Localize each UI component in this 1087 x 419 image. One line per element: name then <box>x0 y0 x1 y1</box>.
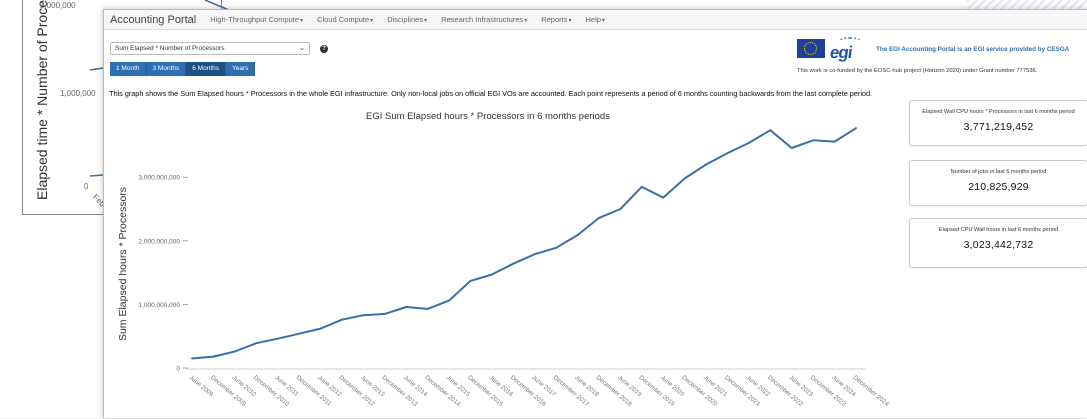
nav-label: High-Throughput Compute <box>210 15 300 24</box>
x-tick-label: December 2024 <box>852 374 891 408</box>
period-1-month-button[interactable]: 1 Month <box>110 62 147 76</box>
period-years-button[interactable]: Years <box>226 62 256 76</box>
navbar: Accounting Portal High-Throughput Comput… <box>104 10 1087 30</box>
data-point <box>405 306 408 308</box>
caret-down-icon: ▾ <box>524 18 528 24</box>
accounting-portal-window: Accounting Portal High-Throughput Comput… <box>103 9 1087 418</box>
background-tick: 0 <box>84 182 89 191</box>
stat-card-wall-cpu: Elapsed Wall CPU hours * Processors in l… <box>909 100 1087 146</box>
nav-disciplines[interactable]: Disciplines▾ <box>387 15 427 24</box>
stat-value: 3,771,219,452 <box>963 121 1034 133</box>
data-point <box>533 253 536 256</box>
navbar-brand[interactable]: Accounting Portal <box>110 13 197 26</box>
y-axis-label: Sum Elapsed hours * Processors <box>117 187 129 341</box>
background-tick: 1,000,000 <box>60 89 96 98</box>
nav-cloud-compute[interactable]: Cloud Compute▾ <box>317 15 373 24</box>
data-point <box>555 246 558 249</box>
nav-label: Research Infrastructures <box>441 15 524 24</box>
nav-research-infrastructures[interactable]: Research Infrastructures▾ <box>441 15 527 24</box>
line-chart: 0 1,000,000,000 2,000,000,000 3,000,000,000… <box>117 127 891 408</box>
data-point <box>383 313 386 315</box>
y-tick-label: 2,000,000,000 <box>138 238 180 245</box>
nav-label: Reports <box>541 15 568 24</box>
data-point <box>490 273 493 276</box>
data-point <box>705 163 707 166</box>
data-point <box>255 342 258 345</box>
caret-down-icon: ▾ <box>568 18 572 24</box>
stat-card-jobs: Number of jobs in last 6 months period 2… <box>909 160 1087 206</box>
chart-title: EGI Sum Elapsed hours * Processors in 6 … <box>366 111 610 122</box>
y-tick-label: 0 <box>176 366 180 373</box>
data-point <box>469 279 472 282</box>
chart-description: This graph shows the Sum Elapsed hours *… <box>109 89 873 98</box>
stat-card-cpu-wall: Elapsed CPU Wall hours in last 6 months … <box>909 218 1087 268</box>
data-point <box>640 185 643 188</box>
data-point <box>576 234 579 236</box>
chevron-down-icon: ⌄ <box>299 45 305 52</box>
nav-reports[interactable]: Reports▾ <box>541 15 571 24</box>
caret-down-icon: ▾ <box>424 18 428 24</box>
egi-logo-text: egi <box>828 43 853 62</box>
metric-select[interactable]: Sum Elapsed * Number of Processors ⌄ <box>110 42 310 55</box>
eu-stars-icon <box>804 42 817 55</box>
data-point <box>833 140 836 143</box>
egi-stars-icon <box>839 37 861 45</box>
stat-value: 210,825,929 <box>968 181 1029 193</box>
eu-flag-logo <box>797 39 825 58</box>
y-tick-label: 1,000,000,000 <box>138 302 180 309</box>
period-selector: 1 Month 3 Months 6 Months Years <box>110 62 256 76</box>
data-point <box>362 314 365 317</box>
data-point <box>769 129 772 132</box>
stat-value: 3,023,442,732 <box>963 239 1034 251</box>
question-icon[interactable]: ? <box>320 45 328 53</box>
nav-label: Cloud Compute <box>317 15 370 24</box>
funding-note: This work is co-funded by the EOSC-hub p… <box>797 68 1038 74</box>
data-point <box>319 327 322 330</box>
egi-logo[interactable]: egi <box>829 37 870 62</box>
stat-label: Number of jobs in last 6 months period <box>950 169 1047 175</box>
caret-down-icon: ▾ <box>300 18 304 24</box>
caret-down-icon: ▾ <box>601 18 605 24</box>
nav-label: Disciplines <box>387 15 424 24</box>
period-6-months-button[interactable]: 6 Months <box>186 62 226 76</box>
stat-label: Elapsed Wall CPU hours * Processors in l… <box>922 109 1075 115</box>
data-point <box>212 355 215 358</box>
data-point <box>512 262 515 265</box>
data-point <box>619 208 622 210</box>
series-line <box>191 127 857 360</box>
data-point <box>812 139 815 142</box>
y-tick-label: 3,000,000,000 <box>138 175 180 182</box>
data-point <box>426 307 429 310</box>
data-point <box>790 147 793 149</box>
metric-select-value: Sum Elapsed * Number of Processors <box>115 45 225 52</box>
portal-provider-text: The EGI Accounting Portal is an EGI serv… <box>876 46 1070 53</box>
caret-down-icon: ▾ <box>370 18 374 24</box>
data-point <box>855 127 857 130</box>
data-point <box>662 196 665 199</box>
data-point <box>683 177 686 180</box>
nav-high-throughput-compute[interactable]: High-Throughput Compute▾ <box>210 15 303 24</box>
data-point <box>448 299 450 302</box>
stat-label: Elapsed CPU Wall hours in last 6 months … <box>938 227 1059 233</box>
data-point <box>276 337 279 340</box>
data-point <box>341 318 343 321</box>
data-point <box>298 332 300 335</box>
data-point <box>726 152 729 154</box>
data-point <box>233 350 236 353</box>
nav-help[interactable]: Help▾ <box>585 15 604 24</box>
data-point <box>191 357 193 360</box>
data-point <box>598 217 600 219</box>
nav-label: Help <box>585 15 601 24</box>
data-point <box>748 141 750 144</box>
background-tick: 2,000,000 <box>40 1 76 10</box>
period-3-months-button[interactable]: 3 Months <box>146 62 187 76</box>
